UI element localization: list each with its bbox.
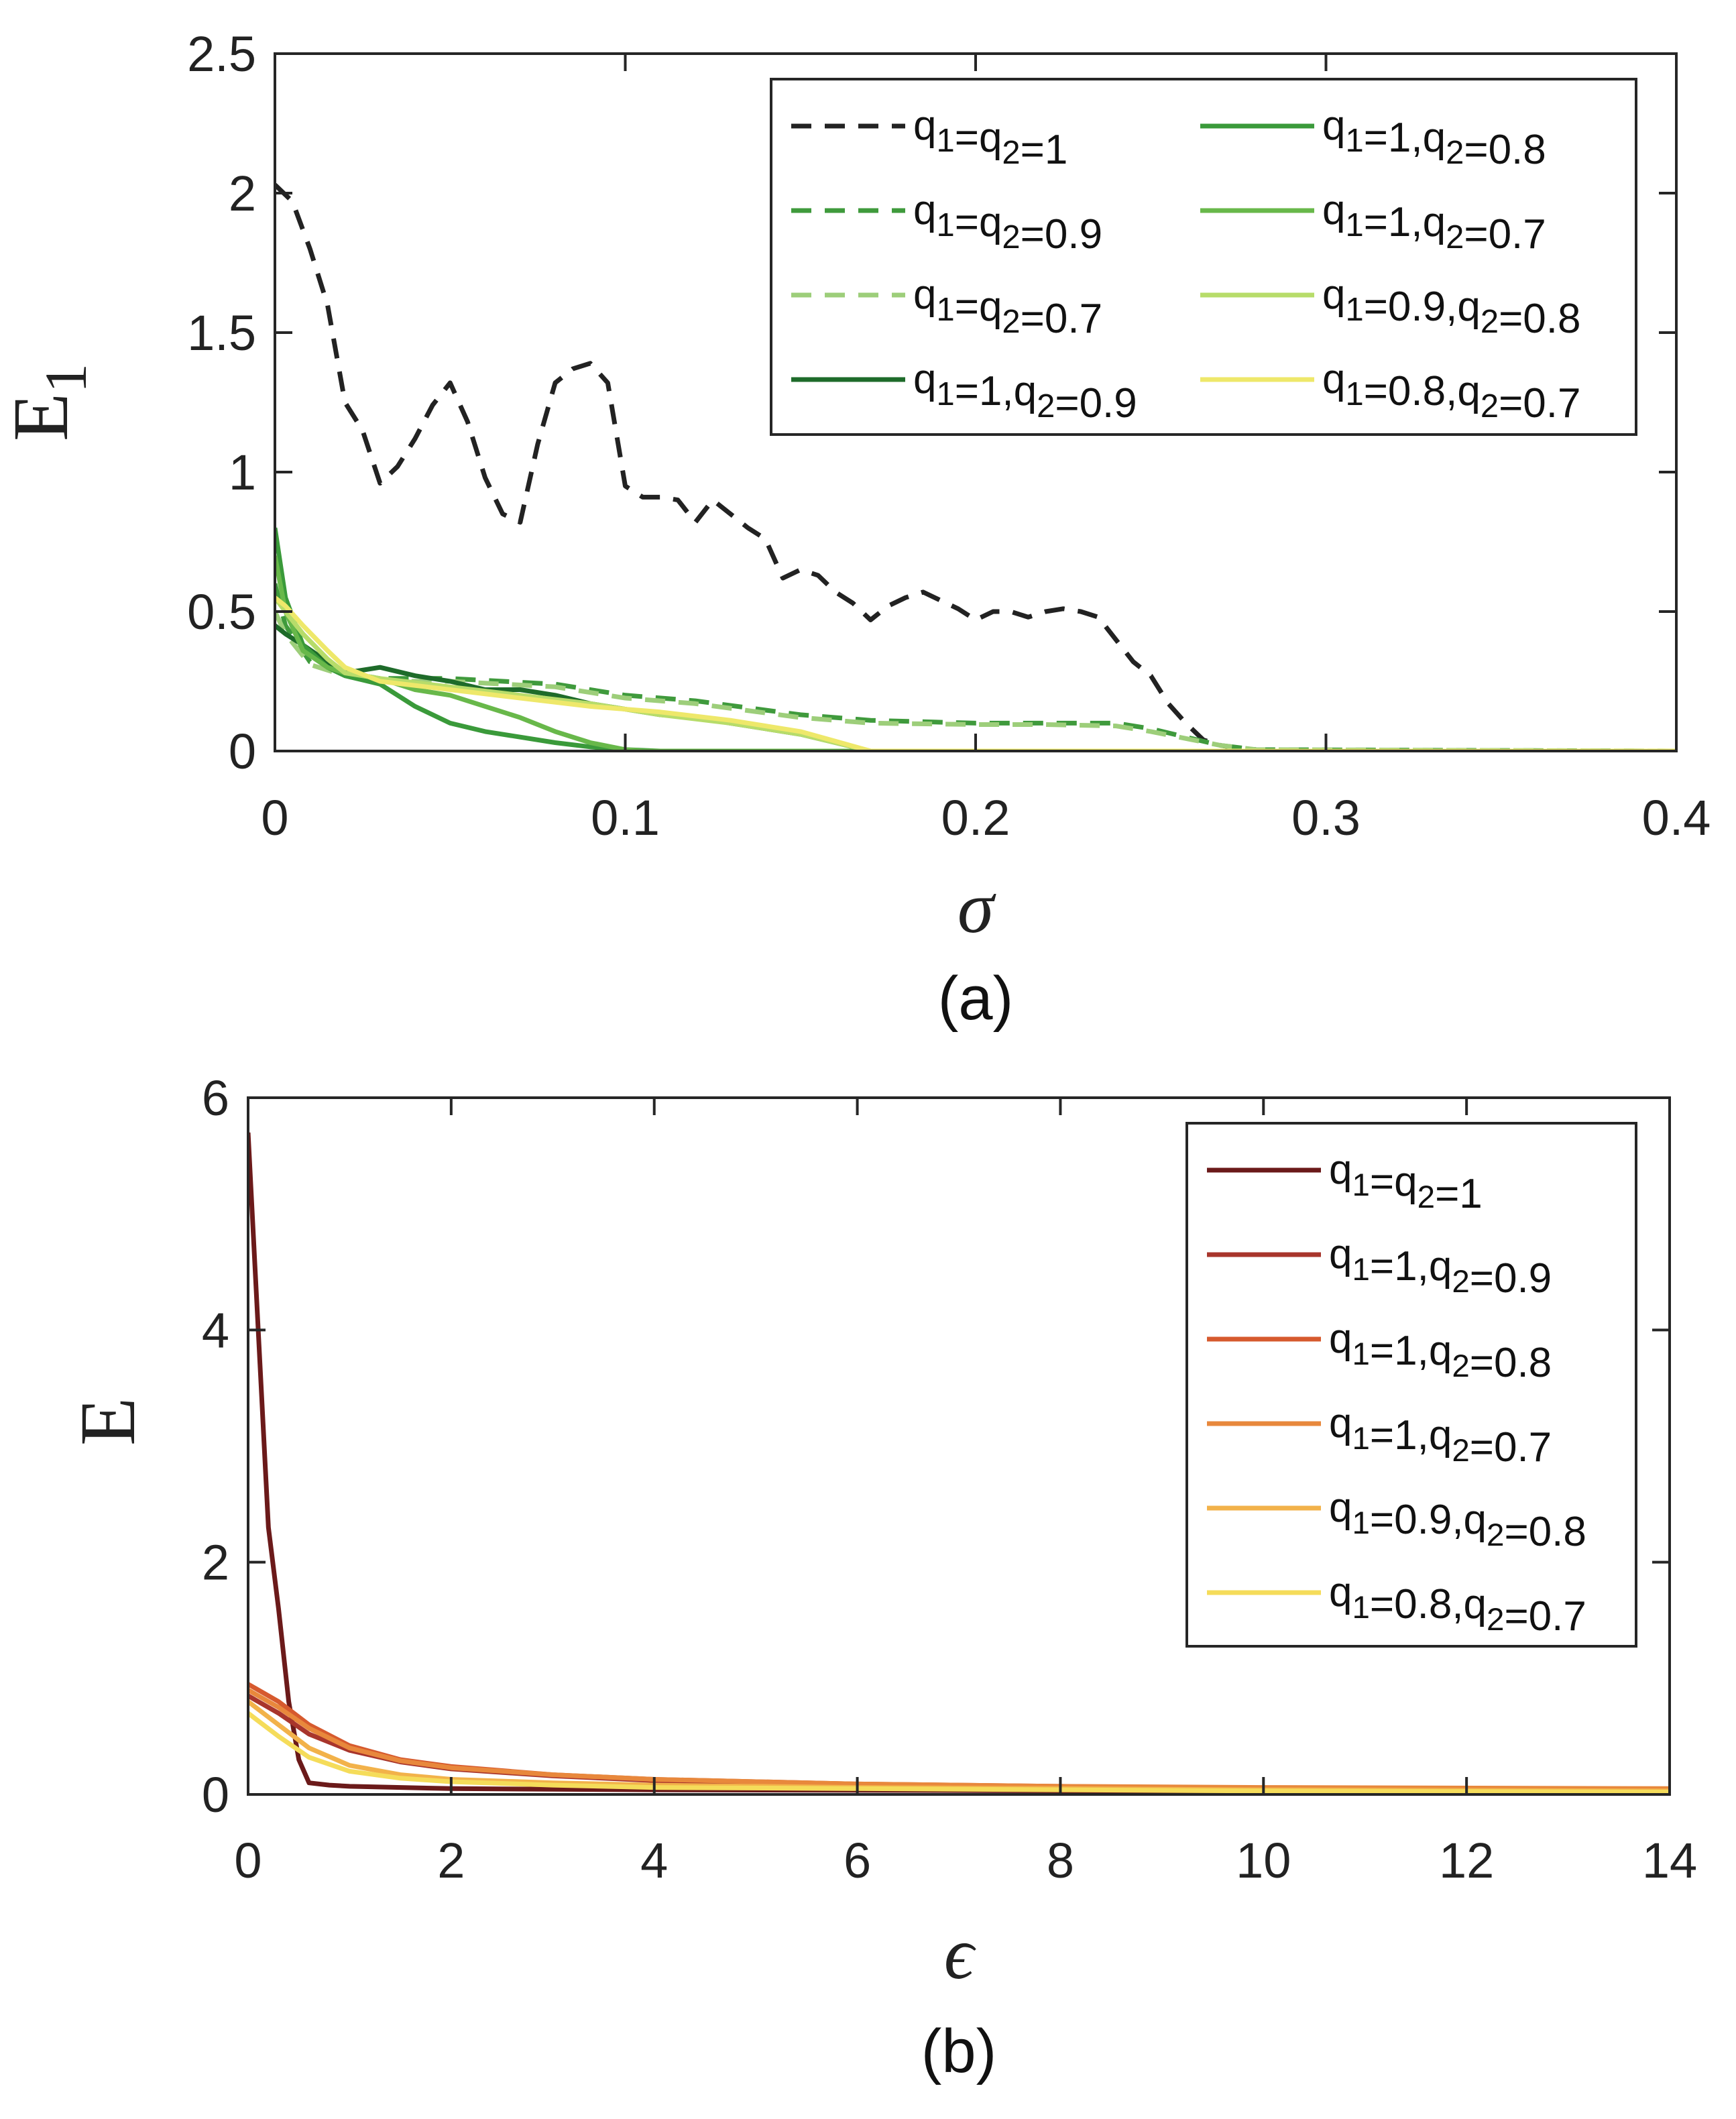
y-axis-label: E1 — [0, 363, 99, 441]
series-line-5 — [275, 527, 1676, 751]
x-tick-label: 6 — [844, 1833, 871, 1888]
series-line-6 — [275, 555, 1676, 751]
axes-box — [247, 1096, 1671, 1796]
x-tick-label: 10 — [1236, 1833, 1291, 1888]
legend-entry-2: q1=q2=0.9 — [913, 187, 1102, 257]
legend: q1=q2=1 q1=1,q2=0.9 q1=1,q2=0.8 q1=1,q2=0.7… — [1185, 1122, 1637, 1648]
legend-entry-3: q1=q2=0.7 — [913, 272, 1102, 342]
y-tick-label: 0 — [202, 1767, 229, 1823]
series-line-1 — [275, 182, 1676, 751]
legend-entry-4: q1=1,q2=0.7 — [1329, 1400, 1552, 1471]
legend-entry-5: q1=0.9,q2=0.8 — [1329, 1485, 1586, 1555]
y-tick-label: 1 — [229, 445, 256, 500]
series-line-4 — [248, 1688, 1670, 1791]
x-tick-label: 0.2 — [941, 790, 1010, 846]
legend-entry-6: q1=0.8,q2=0.7 — [1329, 1569, 1586, 1640]
y-tick-label: 1.5 — [187, 305, 256, 361]
series-line-8 — [275, 595, 1676, 751]
x-axis-label: ϵ — [944, 1912, 976, 1994]
legend: q1=q2=1 q1=q2=0.9 q1=q2=0.7 q1=1,q2=0.9 q1=1… — [770, 78, 1637, 436]
y-tick-label: 2 — [229, 166, 256, 221]
legend-entry-6: q1=1,q2=0.7 — [1322, 187, 1546, 257]
y-tick-label: 6 — [202, 1070, 229, 1126]
panel-caption: (b) — [921, 2017, 996, 2085]
series-group — [248, 1132, 1670, 1794]
legend-box — [770, 78, 1637, 436]
legend-entry-2: q1=1,q2=0.9 — [1329, 1231, 1552, 1302]
legend-entry-3: q1=1,q2=0.8 — [1329, 1316, 1552, 1386]
y-tick-label: 0 — [229, 724, 256, 779]
series-line-1 — [248, 1132, 1670, 1794]
panel-a: 0 0.1 0.2 0.3 0.400.511.522.5E1σ(a)q1=q2=1q1… — [0, 26, 1711, 1033]
panel-caption: (a) — [938, 964, 1013, 1033]
x-tick-label: 0.3 — [1291, 790, 1361, 846]
legend-entry-7: q1=0.9,q2=0.8 — [1322, 272, 1580, 342]
y-axis-label: E — [64, 1397, 152, 1446]
y-tick-label: 4 — [202, 1302, 229, 1358]
series-line-7 — [275, 596, 1676, 751]
x-tick-label: 4 — [640, 1833, 668, 1888]
series-line-2 — [248, 1693, 1670, 1794]
panel-b: 0 2 4 6 8 10 12 140246Eϵ(b)q1=q2=1q1=1,q2=0.9q1… — [64, 1070, 1697, 2085]
x-tick-label: 0.1 — [591, 790, 660, 846]
x-tick-label: 0.4 — [1642, 790, 1711, 846]
legend-box — [1185, 1122, 1637, 1648]
series-line-5 — [248, 1699, 1670, 1794]
y-tick-label: 2 — [202, 1535, 229, 1591]
legend-entry-1: q1=q2=1 — [1329, 1147, 1483, 1217]
x-tick-label: 12 — [1439, 1833, 1494, 1888]
x-axis-label: σ — [958, 866, 996, 948]
x-tick-label: 0 — [261, 790, 288, 846]
x-tick-label: 0 — [234, 1833, 262, 1888]
series-group — [275, 182, 1676, 751]
series-line-3 — [248, 1682, 1670, 1792]
legend-entry-8: q1=0.8,q2=0.7 — [1322, 356, 1580, 426]
legend-entry-5: q1=1,q2=0.8 — [1322, 103, 1546, 173]
x-tick-label: 14 — [1642, 1833, 1697, 1888]
legend-entry-4: q1=1,q2=0.9 — [913, 356, 1137, 426]
y-tick-label: 0.5 — [187, 584, 256, 640]
x-tick-label: 2 — [437, 1833, 465, 1888]
series-line-2 — [275, 583, 1676, 751]
x-tick-label: 8 — [1047, 1833, 1074, 1888]
legend-entry-1: q1=q2=1 — [913, 103, 1067, 173]
series-line-6 — [248, 1711, 1670, 1794]
y-tick-label: 2.5 — [187, 26, 256, 82]
